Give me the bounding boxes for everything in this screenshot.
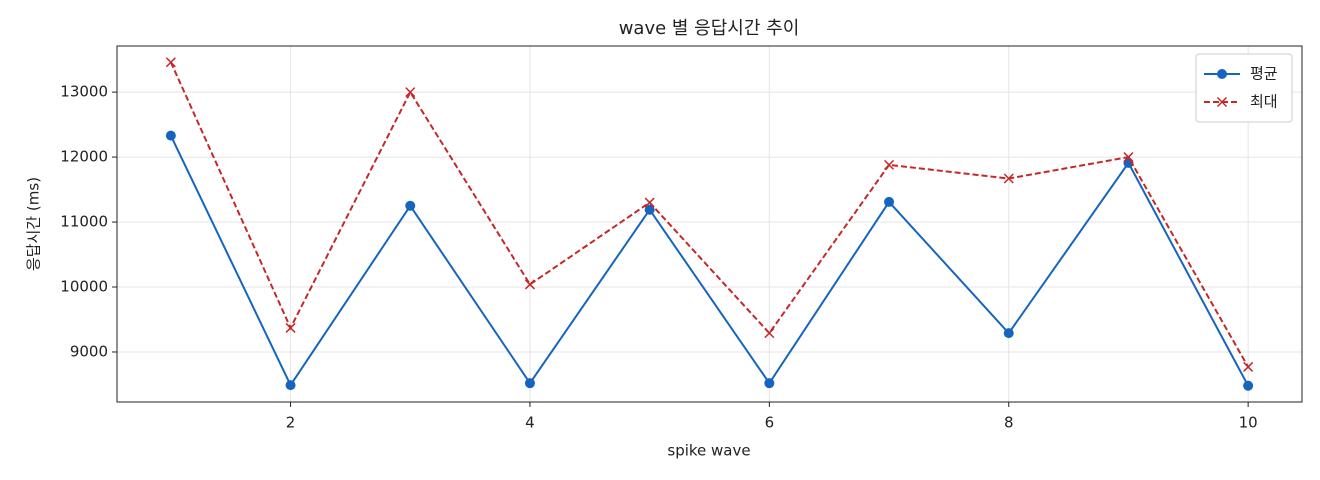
marker <box>285 322 296 333</box>
series-line <box>169 61 1250 368</box>
marker <box>764 328 775 339</box>
marker <box>524 378 535 389</box>
chart-title: wave 별 응답시간 추이 <box>619 18 800 39</box>
series-line <box>169 135 1250 388</box>
x-tick-label: 4 <box>525 414 535 432</box>
marker <box>285 380 296 391</box>
marker <box>1243 361 1254 372</box>
y-tick-label: 9000 <box>70 342 108 360</box>
y-tick-label: 10000 <box>60 278 108 296</box>
marker <box>884 159 895 170</box>
marker <box>405 200 416 211</box>
marker <box>1003 173 1014 184</box>
legend-marker <box>1217 69 1227 79</box>
marker <box>524 279 535 290</box>
x-axis-label: spike wave <box>667 442 750 460</box>
marker <box>884 196 895 207</box>
marker <box>644 197 655 208</box>
marker <box>165 57 176 68</box>
x-tick-label: 6 <box>765 414 775 432</box>
plot-frame <box>116 45 1303 403</box>
marker <box>644 204 655 215</box>
legend-label: 최대 <box>1250 93 1278 111</box>
y-tick-label: 12000 <box>60 148 108 166</box>
marker <box>1243 380 1254 391</box>
legend-label: 평균 <box>1250 65 1278 83</box>
marker <box>1123 152 1134 163</box>
y-tick-label: 13000 <box>60 83 108 101</box>
marker <box>405 87 416 98</box>
marker <box>1003 328 1014 339</box>
marker <box>764 378 775 389</box>
x-tick-label: 8 <box>1004 414 1014 432</box>
x-tick-label: 10 <box>1239 414 1258 432</box>
y-axis-label: 응답시간 (ms) <box>25 177 43 271</box>
marker <box>165 130 176 141</box>
legend-marker <box>1216 96 1228 108</box>
x-tick-label: 2 <box>286 414 296 432</box>
y-tick-label: 11000 <box>60 213 108 231</box>
